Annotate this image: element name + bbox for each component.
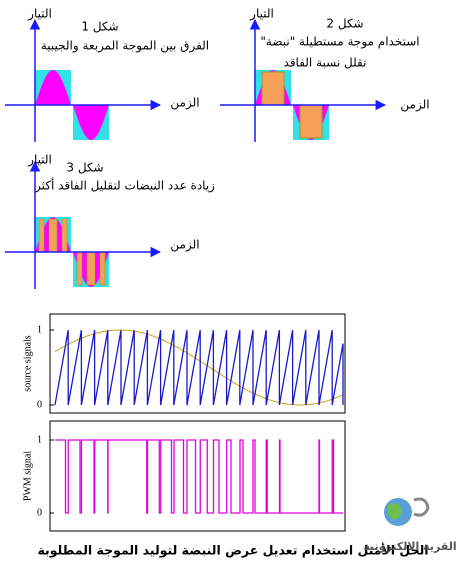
y-axis-label: التيار <box>27 7 52 22</box>
figure: التيار الزمن شكل 1 الفرق بين الموجة المربعة… <box>5 7 209 142</box>
y-tick-label: 0 <box>37 507 42 518</box>
figure: التيار الزمن شكل 2 استخدام موجة مستطيلة "نب… <box>220 7 430 142</box>
page-caption: الحل الأمثل استخدام تعديل عرض النبضة لتو… <box>37 543 428 559</box>
pulse <box>48 218 58 253</box>
panel-ylabel: source signals <box>22 335 33 391</box>
panel-ylabel: PWM signal <box>22 451 33 502</box>
y-tick-label: 1 <box>37 434 42 445</box>
x-axis-label: الزمن <box>170 238 199 253</box>
logo-land <box>388 503 402 520</box>
y-tick-label: 1 <box>37 324 42 335</box>
y-axis-label: التيار <box>27 153 52 168</box>
figure-label: شكل 3 <box>66 161 103 175</box>
sawtooth-signal <box>54 329 344 406</box>
pulse <box>261 71 285 106</box>
x-axis-label: الزمن <box>170 96 199 111</box>
pulse <box>76 251 83 286</box>
pulse <box>299 104 323 139</box>
panel-frame <box>49 420 346 532</box>
logo: القرية الالكترونية <box>363 497 457 553</box>
pulse <box>38 218 45 253</box>
pwm-signal <box>55 439 343 514</box>
figure-caption: تقلل نسبة الفاقد <box>284 56 367 70</box>
panel-frame <box>49 313 346 414</box>
x-axis-label: الزمن <box>400 98 429 113</box>
y-axis-label: التيار <box>249 7 274 22</box>
sine-wave <box>73 105 109 140</box>
plot-panel: source signals 0 1 <box>22 313 346 414</box>
logo-text: القرية الالكترونية <box>363 540 456 553</box>
figure-caption: استخدام موجة مستطيلة "نبضة" <box>260 35 419 50</box>
sine-wave <box>35 70 71 105</box>
pulse <box>99 251 106 286</box>
plot-panel: PWM signal 0 1 <box>22 420 346 532</box>
y-tick-label: 0 <box>37 399 42 410</box>
logo-arc <box>413 497 430 517</box>
figure: التيار الزمن شكل 3 زيادة عدد النبضات لتقليل… <box>5 153 215 289</box>
pulse <box>61 218 68 253</box>
sine-signal <box>54 329 344 406</box>
figure-label: شكل 1 <box>81 20 118 34</box>
figure-label: شكل 2 <box>326 17 363 31</box>
figure-caption: زيادة عدد النبضات لتقليل الفاقد أكثر <box>34 178 215 194</box>
figure-caption: الفرق بين الموجة المربعة والجيبية <box>41 39 209 54</box>
pulse <box>86 251 96 286</box>
